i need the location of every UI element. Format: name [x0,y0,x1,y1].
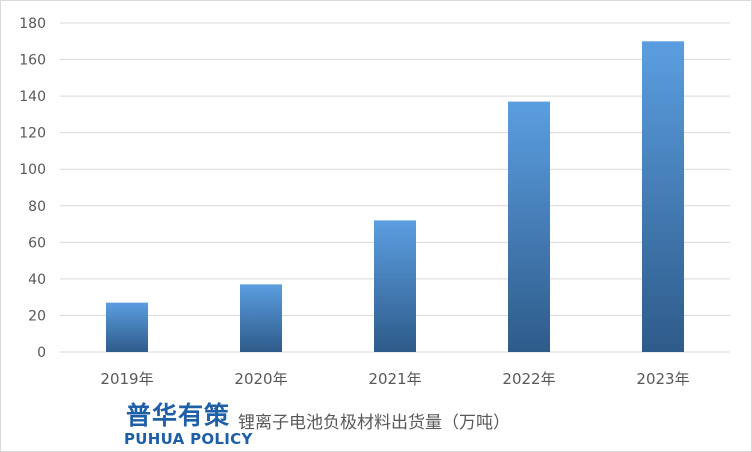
x-category-label: 2020年 [234,370,287,388]
y-tick-label: 0 [37,345,46,361]
bar [374,220,416,352]
x-category-label: 2022年 [502,370,555,388]
brand-logo: 普华有策 PUHUA POLICY [124,396,252,450]
chart-title: 锂离子电池负极材料出货量（万吨） [238,413,510,433]
y-tick-label: 80 [28,199,46,215]
brand-name-cn: 普华有策 [126,401,231,430]
y-tick-label: 180 [19,16,46,32]
x-category-label: 2021年 [368,370,421,388]
brand-name-en: PUHUA POLICY [124,430,253,448]
bar [508,101,550,352]
bar [642,41,684,353]
bar [106,302,148,352]
y-tick-label: 120 [19,126,46,142]
bars [106,41,684,353]
y-tick-label: 40 [28,272,46,288]
bar [240,284,282,352]
x-axis-category-labels: 2019年 2020年 2021年 2022年 2023年 [100,370,689,388]
x-category-label: 2023年 [636,370,689,388]
y-tick-label: 160 [19,53,46,69]
y-tick-label: 60 [28,235,46,251]
gridlines [60,22,730,353]
y-tick-label: 20 [28,308,46,324]
x-category-label: 2019年 [100,370,153,388]
y-axis-tick-labels: 0 20 40 60 80 100 120 140 160 180 [19,16,46,361]
y-tick-label: 100 [19,162,46,178]
y-tick-label: 140 [19,89,46,105]
